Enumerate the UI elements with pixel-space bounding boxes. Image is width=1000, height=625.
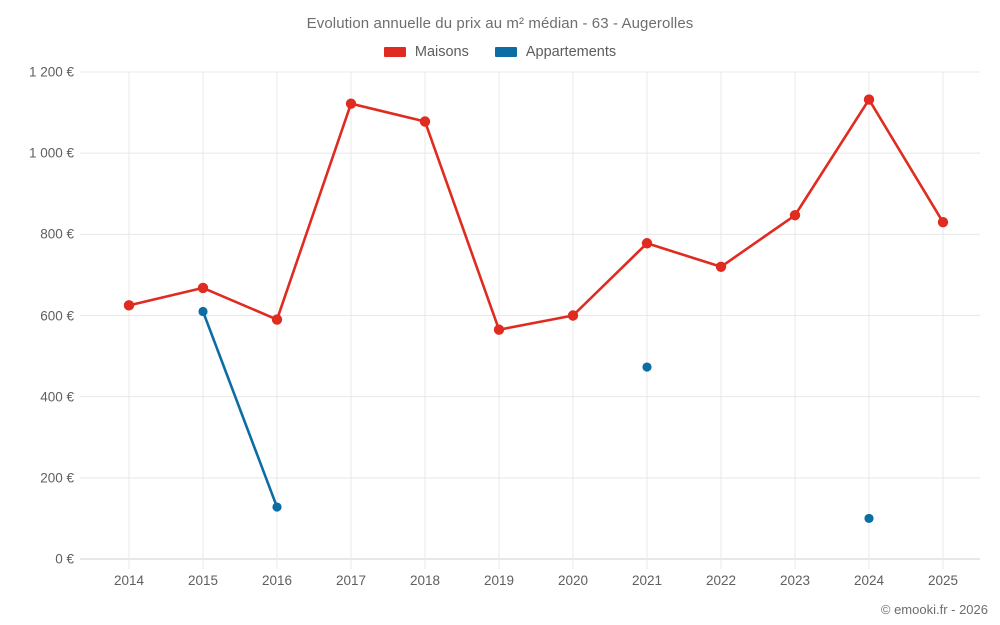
legend-swatch-appartements xyxy=(494,47,517,57)
y-axis-tick-label: 200 € xyxy=(40,470,74,486)
chart-title: Evolution annuelle du prix au m² médian … xyxy=(306,15,694,32)
x-axis-tick-label: 2022 xyxy=(705,573,737,588)
gridlines xyxy=(80,71,980,569)
series-line xyxy=(201,310,279,509)
data-point[interactable]: Maisons 2016 : 590 € xyxy=(271,314,283,325)
data-point[interactable]: Maisons 2017 : 1122 € xyxy=(345,98,357,109)
data-point[interactable]: Maisons 2015 : 668 € xyxy=(197,282,209,294)
y-axis-tick-label: 400 € xyxy=(40,389,74,405)
series-appartements: Appartements 2015 : 610 € Appartements 20… xyxy=(198,306,874,524)
data-point[interactable]: Maisons 2014 : 625 € xyxy=(123,300,135,311)
y-axis-tick-label: 1 000 € xyxy=(28,145,74,161)
legend-label-maisons: Maisons xyxy=(414,44,469,60)
data-point[interactable]: Maisons 2024 : 1132 € xyxy=(863,94,875,105)
series-line xyxy=(127,98,945,332)
data-series-layer: Maisons 2014 : 625 € Maisons 2015 : 668 €… xyxy=(123,94,949,524)
y-axis-tick-label: 600 € xyxy=(40,308,74,323)
copyright-footer: © emooki.fr - 2026 xyxy=(880,602,988,617)
x-axis-tick-label: 2020 xyxy=(557,573,589,588)
legend-item-maisons[interactable]: Maisons xyxy=(383,44,469,60)
x-axis-tick-label: 2018 xyxy=(409,573,441,588)
x-axis-tick-label: 2023 xyxy=(779,573,811,588)
x-axis-tick-label: 2016 xyxy=(261,573,293,588)
data-point[interactable]: Appartements 2024 : 100 € xyxy=(864,513,874,524)
legend-item-appartements[interactable]: Appartements xyxy=(494,44,617,60)
data-point[interactable]: Maisons 2023 : 847 € xyxy=(789,210,801,221)
data-point[interactable]: Maisons 2019 : 565 € xyxy=(493,324,505,335)
y-axis-tick-label: 1 200 € xyxy=(28,64,74,80)
x-axis-tick-label: 2025 xyxy=(927,573,959,588)
y-axis-tick-label: 0 € xyxy=(55,551,74,567)
series-maisons: Maisons 2014 : 625 € Maisons 2015 : 668 €… xyxy=(123,94,949,335)
x-axis-tick-label: 2014 xyxy=(113,573,145,588)
x-axis-tick-label: 2024 xyxy=(853,573,885,588)
x-axis-tick-label: 2021 xyxy=(631,573,663,588)
data-point[interactable]: Maisons 2022 : 720 € xyxy=(715,261,727,272)
data-point[interactable]: Maisons 2020 : 600 € xyxy=(567,310,579,321)
chart-legend: Maisons Appartements xyxy=(0,44,1000,60)
x-axis-tick-label: 2017 xyxy=(335,573,367,588)
x-axis-tick-label: 2015 xyxy=(187,573,219,588)
data-point[interactable]: Appartements 2015 : 610 € xyxy=(198,306,208,317)
legend-label-appartements: Appartements xyxy=(525,44,617,60)
data-point[interactable]: Appartements 2021 : 473 € xyxy=(642,362,652,372)
data-point[interactable]: Maisons 2021 : 778 € xyxy=(641,238,653,249)
y-axis-tick-label: 800 € xyxy=(40,226,74,242)
data-point[interactable]: Maisons 2018 : 1078 € xyxy=(419,116,431,127)
data-point[interactable]: Maisons 2025 : 830 € xyxy=(937,216,949,228)
x-axis-tick-label: 2019 xyxy=(483,573,515,588)
legend-swatch-maisons xyxy=(383,47,406,57)
data-point[interactable]: Appartements 2016 : 128 € xyxy=(272,502,282,512)
